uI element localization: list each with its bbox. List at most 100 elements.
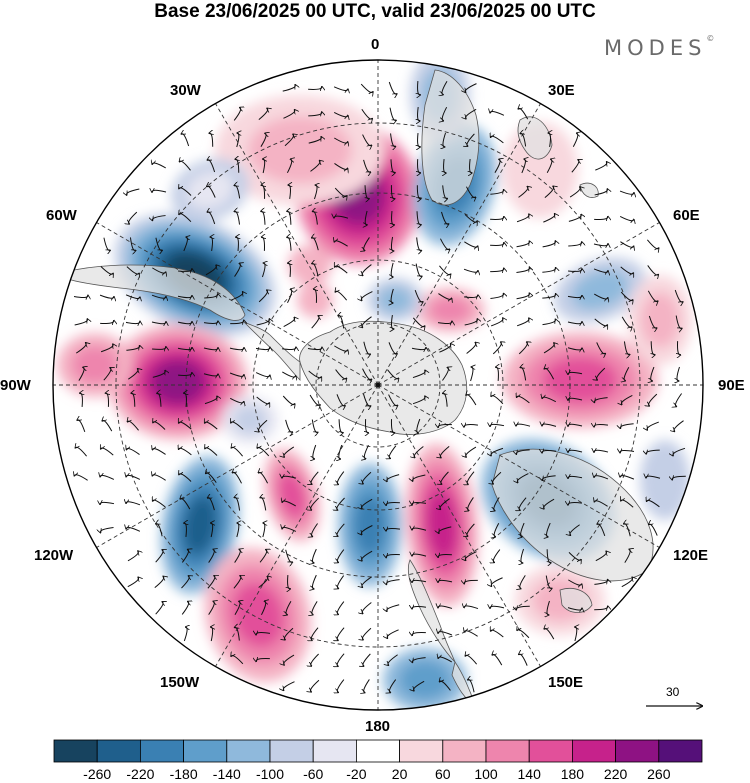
wind-vector bbox=[568, 579, 581, 585]
colorbar-swatch bbox=[485, 739, 530, 763]
wind-vector bbox=[258, 290, 267, 303]
wind-vector bbox=[337, 679, 345, 693]
wind-vector bbox=[443, 393, 448, 407]
colorbar-swatch bbox=[53, 739, 98, 763]
wind-vector bbox=[440, 445, 450, 457]
lon-label-120w: 120W bbox=[34, 547, 74, 564]
colorbar-tick-label: -260 bbox=[83, 766, 112, 782]
wind-vector bbox=[209, 133, 212, 147]
colorbar-tick-label: -60 bbox=[303, 766, 324, 782]
wind-vector bbox=[152, 449, 166, 455]
wind-vector bbox=[390, 133, 396, 146]
wind-vector bbox=[470, 367, 473, 382]
wind-vector bbox=[547, 549, 551, 563]
wind-vector bbox=[440, 681, 451, 691]
wind-vector bbox=[177, 348, 192, 350]
wind-vector bbox=[257, 447, 270, 457]
anomaly-contour bbox=[288, 245, 332, 285]
wind-vector bbox=[234, 497, 241, 511]
wind-vector bbox=[619, 190, 634, 194]
wind-vector bbox=[126, 346, 139, 351]
wind-vector bbox=[284, 654, 295, 665]
wind-vector bbox=[230, 320, 244, 323]
wind-vector bbox=[80, 393, 83, 407]
wind-vector bbox=[620, 423, 634, 429]
wind-vector bbox=[412, 657, 426, 663]
colorbar-tick-label: 140 bbox=[517, 766, 541, 782]
wind-vector bbox=[236, 133, 239, 148]
tasmania bbox=[559, 588, 593, 613]
wind-vector bbox=[491, 447, 504, 455]
wind-vector bbox=[619, 215, 634, 220]
wind-vector bbox=[282, 527, 297, 532]
wind-vector bbox=[203, 348, 218, 350]
anomaly-contour bbox=[71, 345, 119, 385]
wind-vector bbox=[413, 680, 425, 690]
wind-vector bbox=[464, 214, 477, 222]
wind-vector bbox=[180, 499, 191, 510]
colorbar-tick-label: -20 bbox=[346, 766, 367, 782]
wind-vector bbox=[520, 133, 527, 147]
wind-vector bbox=[520, 367, 527, 381]
wind-vector bbox=[285, 419, 293, 432]
wind-vector bbox=[333, 111, 348, 116]
wind-vector bbox=[102, 420, 113, 432]
wind-vector bbox=[443, 132, 446, 147]
wind-vector bbox=[542, 294, 555, 298]
wind-vector bbox=[621, 500, 634, 508]
colorbar-tick-label: 20 bbox=[391, 766, 408, 782]
wind-vector bbox=[466, 446, 477, 457]
wind-vector bbox=[203, 321, 218, 323]
wind-vector bbox=[516, 450, 530, 454]
colorbar-tick-label: -180 bbox=[169, 766, 198, 782]
wind-vector bbox=[261, 185, 264, 199]
wind-vector bbox=[258, 108, 268, 121]
wind-vector bbox=[308, 112, 322, 116]
wind-vector bbox=[391, 262, 393, 277]
meridian-line bbox=[377, 384, 665, 551]
wind-vector bbox=[308, 370, 322, 378]
wind-vector bbox=[438, 657, 452, 663]
wind-vector bbox=[152, 267, 165, 273]
wind-vector bbox=[677, 366, 680, 381]
wind-vector bbox=[129, 211, 138, 224]
wind-vector bbox=[673, 447, 686, 455]
wind-vector bbox=[386, 503, 400, 506]
wind-vector bbox=[596, 342, 606, 353]
wind-vector bbox=[282, 371, 295, 377]
wind-vector bbox=[387, 604, 400, 612]
vector-scale-label: 30 bbox=[666, 685, 680, 699]
wind-vector bbox=[261, 211, 265, 225]
colorbar-swatch bbox=[572, 739, 617, 763]
wind-vector bbox=[440, 238, 449, 250]
colorbar-tick-label: 100 bbox=[474, 766, 498, 782]
wind-vector bbox=[127, 188, 140, 195]
wind-vector bbox=[624, 524, 631, 537]
wind-vector bbox=[467, 471, 475, 485]
wind-vector bbox=[468, 680, 475, 693]
wind-vector bbox=[152, 190, 167, 192]
anomaly-contour bbox=[426, 491, 458, 559]
wind-vector bbox=[519, 497, 527, 511]
wind-vector bbox=[594, 189, 608, 196]
wind-vector bbox=[151, 294, 166, 298]
wind-vector bbox=[100, 475, 115, 480]
wind-vector bbox=[282, 476, 297, 478]
wind-vector bbox=[465, 108, 477, 118]
wind-vector bbox=[258, 419, 268, 431]
wind-vector bbox=[311, 471, 319, 484]
wind-vector bbox=[179, 214, 192, 223]
anomaly-contour bbox=[640, 292, 680, 348]
colorbar-tick-label: 60 bbox=[435, 766, 451, 782]
map-boundary bbox=[52, 59, 704, 711]
wind-vector bbox=[647, 421, 659, 430]
wind-vector bbox=[651, 341, 655, 355]
wind-vector bbox=[281, 347, 296, 349]
wind-vector bbox=[100, 266, 113, 275]
wind-vector bbox=[441, 471, 449, 484]
wind-vector bbox=[337, 549, 345, 563]
wind-vector bbox=[411, 348, 426, 350]
wind-vector bbox=[311, 419, 317, 433]
wind-vector bbox=[337, 653, 345, 667]
lon-label-90w: 90W bbox=[0, 377, 31, 394]
